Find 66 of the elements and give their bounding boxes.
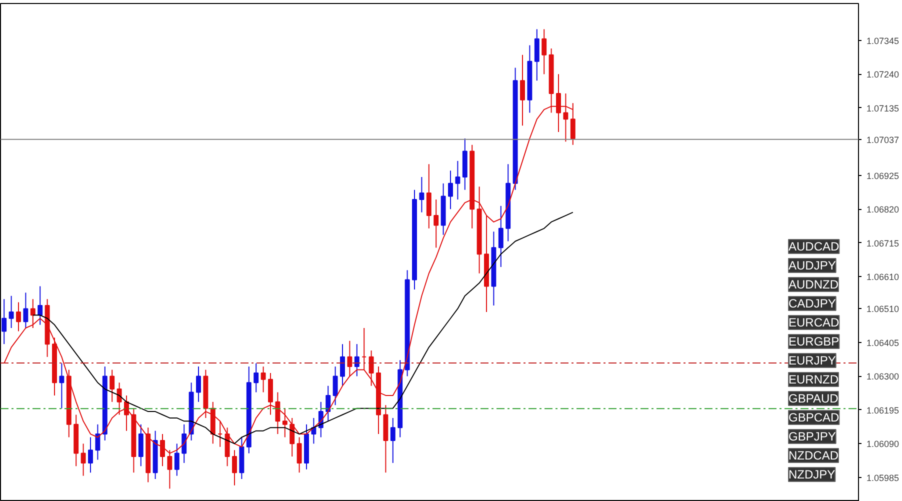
text: GBPCAD [788, 410, 840, 424]
candlestick [448, 170, 453, 210]
text: CADJPY [788, 296, 836, 310]
candlestick [542, 28, 547, 75]
candlestick [340, 344, 345, 386]
candlestick [174, 443, 180, 476]
text: EURJPY [788, 354, 836, 368]
candlestick [80, 443, 86, 476]
candlestick [368, 350, 374, 386]
y-tick-label: 1.07135 [866, 103, 900, 114]
y-tick-label: 1.06510 [866, 304, 900, 314]
text: GBPAUD [788, 392, 839, 406]
candlestick [434, 198, 439, 248]
candlestick [196, 366, 201, 402]
y-tick-label: 1.05985 [866, 472, 900, 483]
candlestick [455, 160, 460, 200]
y-tick-label: 1.06715 [866, 238, 900, 248]
y-tick-label: 1.07240 [866, 70, 900, 80]
text: GBPJPY [788, 430, 836, 444]
candlestick [296, 436, 302, 474]
candlestick [138, 424, 144, 467]
candlestick [426, 164, 432, 229]
candlestick [354, 344, 360, 377]
candlestick [326, 385, 331, 422]
text: AUDJPY [788, 258, 836, 272]
candlestick [59, 362, 64, 409]
candlestick [498, 205, 504, 268]
candlestick [419, 176, 424, 213]
candlestick [88, 436, 93, 474]
candlestick [390, 417, 396, 464]
text: NZDJPY [788, 468, 836, 482]
candlestick [95, 424, 100, 460]
candlestick [254, 362, 259, 393]
text: EURCAD [788, 316, 840, 330]
y-tick-label: 1.06610 [866, 272, 900, 282]
candlestick [520, 54, 525, 126]
text: AUDCAD [788, 240, 840, 254]
candlestick [275, 392, 280, 435]
candlestick [347, 340, 352, 377]
y-tick-label: 1.06820 [866, 204, 900, 215]
candlestick [2, 298, 7, 345]
y-tick-label: 1.06405 [866, 338, 900, 348]
candlestick [282, 408, 288, 438]
text: AUDNZD [788, 278, 839, 292]
text: NZDCAD [788, 448, 839, 462]
candlestick [110, 369, 115, 402]
candlestick [182, 424, 187, 464]
candlestick [8, 295, 14, 329]
y-tick-label: 1.06195 [866, 405, 900, 416]
candlestick [30, 298, 36, 329]
candlestick [116, 382, 122, 416]
y-tick-label: 1.07345 [866, 36, 900, 46]
candlestick [16, 302, 21, 332]
candlestick [38, 286, 43, 326]
text: EURGBP [788, 334, 840, 348]
y-tick-label: 1.07037 [866, 134, 900, 145]
y-tick-label: 1.06925 [866, 170, 900, 181]
candlestick [23, 292, 28, 329]
candlestick [232, 450, 237, 486]
candlestick [260, 366, 266, 393]
candlestick [534, 28, 540, 82]
candlestick [268, 372, 273, 416]
y-tick-label: 1.06300 [866, 372, 900, 382]
y-tick-label: 1.06090 [866, 439, 900, 450]
text: EURNZD [788, 372, 839, 386]
candlestick [332, 366, 338, 406]
